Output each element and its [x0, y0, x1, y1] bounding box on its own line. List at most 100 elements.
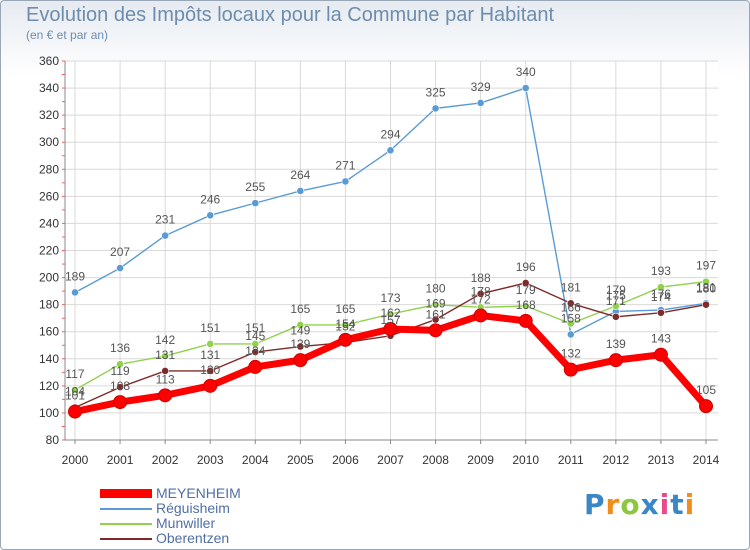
data-label-meyenheim: 101: [65, 389, 85, 403]
data-point-munwiller: [296, 321, 305, 329]
data-point-oberentzen: [476, 289, 485, 298]
data-label-oberentzen: 119: [111, 364, 130, 378]
y-tick-label: 220: [39, 244, 59, 258]
data-point-oberentzen: [296, 342, 305, 351]
x-tick-label: 2010: [512, 453, 539, 467]
x-tick-label: 2002: [152, 453, 179, 467]
data-point-munwiller: [702, 277, 710, 286]
data-label-oberentzen: 157: [380, 313, 400, 327]
data-label-munwiller: 197: [696, 259, 716, 273]
data-label-oberentzen: 131: [200, 348, 220, 362]
data-point-munwiller: [161, 352, 170, 360]
data-label-réguisheim: 329: [471, 80, 491, 94]
data-point-meyenheim: [428, 323, 443, 338]
y-tick-label: 80: [46, 433, 60, 447]
y-tick-label: 360: [39, 54, 59, 68]
data-label-réguisheim: 294: [380, 127, 400, 141]
data-point-meyenheim: [563, 362, 578, 377]
data-label-oberentzen: 171: [606, 294, 626, 308]
legend-label: MEYENHEIM: [156, 485, 241, 501]
x-tick-label: 2007: [377, 453, 404, 467]
data-point-meyenheim: [293, 353, 308, 368]
data-point-réguisheim: [341, 177, 350, 186]
data-label-munwiller: 166: [561, 301, 581, 315]
data-label-réguisheim: 264: [290, 168, 310, 182]
chart-subtitle: (en € et par an): [26, 28, 109, 42]
y-tick-label: 200: [39, 271, 59, 285]
x-tick-label: 2013: [648, 453, 675, 467]
legend-label: Munwiller: [156, 515, 216, 531]
data-label-réguisheim: 325: [426, 85, 446, 99]
x-tick-label: 2003: [197, 453, 224, 467]
data-point-oberentzen: [206, 367, 215, 375]
y-tick-label: 340: [39, 81, 59, 95]
data-label-réguisheim: 231: [155, 213, 175, 227]
proxiti-logo: Proxiti: [584, 488, 696, 521]
data-point-munwiller: [521, 302, 530, 310]
x-tick-label: 2011: [558, 453, 584, 467]
y-tick-label: 160: [39, 325, 59, 339]
data-point-munwiller: [431, 300, 440, 309]
data-label-meyenheim: 162: [380, 306, 400, 320]
x-tick-label: 2014: [693, 453, 720, 467]
data-point-meyenheim: [608, 353, 623, 368]
data-label-oberentzen: 188: [471, 271, 491, 285]
data-label-munwiller: 165: [290, 302, 310, 316]
data-point-meyenheim: [113, 395, 128, 410]
data-label-réguisheim: 176: [651, 287, 671, 301]
data-label-meyenheim: 161: [426, 307, 446, 321]
data-label-oberentzen: 145: [245, 329, 265, 343]
data-point-oberentzen: [702, 300, 710, 309]
y-tick-label: 180: [39, 298, 59, 312]
data-point-meyenheim: [203, 378, 218, 393]
y-tick-label: 120: [39, 379, 59, 393]
data-label-meyenheim: 143: [651, 332, 671, 346]
data-label-oberentzen: 131: [155, 348, 175, 362]
data-label-oberentzen: 169: [426, 297, 446, 311]
data-point-meyenheim: [338, 332, 353, 347]
y-tick-label: 320: [39, 108, 59, 122]
legend-swatch: [100, 522, 152, 525]
legend-item: Oberentzen: [100, 531, 241, 546]
data-label-réguisheim: 189: [65, 269, 85, 283]
data-point-oberentzen: [611, 312, 620, 321]
data-point-réguisheim: [566, 330, 575, 339]
data-point-réguisheim: [386, 146, 395, 155]
x-tick-label: 2009: [467, 453, 494, 467]
data-point-réguisheim: [476, 99, 485, 107]
data-point-oberentzen: [431, 315, 440, 324]
data-point-munwiller: [116, 360, 124, 369]
data-point-réguisheim: [251, 199, 260, 208]
data-point-réguisheim: [431, 104, 440, 113]
data-point-munwiller: [566, 319, 575, 328]
x-tick-label: 2004: [242, 453, 269, 467]
data-label-oberentzen: 196: [516, 260, 536, 274]
data-point-oberentzen: [161, 367, 170, 375]
data-point-munwiller: [251, 339, 260, 348]
x-tick-label: 2005: [287, 453, 314, 467]
data-label-munwiller: 136: [110, 341, 130, 355]
data-point-réguisheim: [116, 264, 124, 272]
data-label-munwiller: 179: [606, 283, 626, 297]
x-tick-label: 2001: [107, 453, 134, 467]
y-tick-label: 140: [39, 352, 59, 366]
data-label-oberentzen: 149: [290, 324, 310, 338]
data-label-munwiller: 142: [155, 333, 175, 347]
data-point-réguisheim: [206, 211, 215, 220]
data-label-meyenheim: 154: [335, 317, 355, 331]
data-label-oberentzen: 174: [651, 290, 671, 304]
data-label-meyenheim: 108: [110, 379, 130, 393]
data-point-meyenheim: [248, 359, 263, 374]
y-tick-label: 100: [39, 406, 59, 420]
data-point-meyenheim: [653, 347, 668, 362]
x-tick-label: 2008: [422, 453, 449, 467]
data-label-réguisheim: 181: [696, 280, 716, 294]
data-point-munwiller: [341, 321, 350, 329]
data-label-meyenheim: 172: [471, 292, 491, 306]
data-label-meyenheim: 139: [290, 337, 310, 351]
data-point-meyenheim: [473, 308, 488, 323]
data-point-réguisheim: [71, 288, 79, 297]
data-label-réguisheim: 255: [245, 180, 265, 194]
y-tick-label: 280: [39, 162, 59, 176]
data-label-munwiller: 193: [651, 264, 671, 278]
